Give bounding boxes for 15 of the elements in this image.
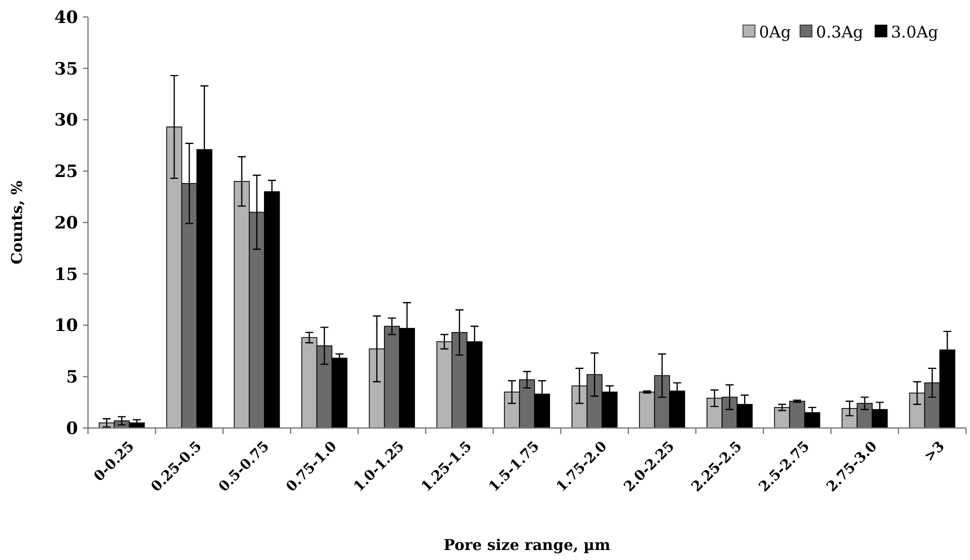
x-tick-label: >3 bbox=[921, 438, 948, 465]
y-tick-label: 20 bbox=[54, 213, 78, 234]
y-tick-label: 5 bbox=[66, 368, 78, 388]
legend-label: 0.3Ag bbox=[816, 22, 864, 42]
y-tick-label: 40 bbox=[54, 8, 78, 28]
legend-label: 3.0Ag bbox=[891, 22, 938, 42]
y-tick-label: 30 bbox=[54, 110, 78, 131]
y-tick-label: 10 bbox=[54, 316, 78, 336]
y-tick-label: 35 bbox=[54, 59, 78, 80]
y-tick-label: 0 bbox=[66, 418, 78, 439]
x-axis-title: Pore size range, µm bbox=[444, 536, 611, 554]
y-axis-title: Counts, % bbox=[8, 180, 26, 264]
y-tick-label: 25 bbox=[54, 162, 78, 182]
legend-label: 0Ag bbox=[759, 22, 791, 42]
y-tick-label: 15 bbox=[54, 264, 78, 285]
